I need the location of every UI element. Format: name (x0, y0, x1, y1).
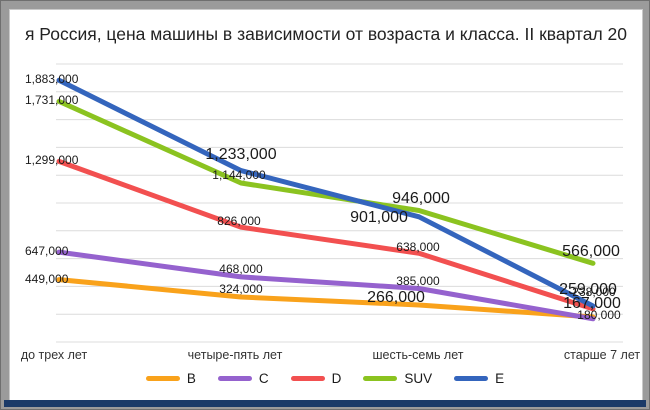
taskbar-strip (4, 400, 646, 407)
legend-swatch-C (217, 376, 252, 381)
legend-label: SUV (404, 371, 433, 386)
chart-canvas: я Россия, цена машины в зависимости от в… (9, 9, 643, 402)
legend-label: C (258, 371, 269, 386)
legend-label: D (331, 371, 342, 386)
chart-legend: B C D SUV E (1, 371, 649, 386)
legend-item-C: C (217, 371, 269, 386)
legend-item-B: B (145, 371, 196, 386)
legend-swatch-B (145, 376, 180, 381)
legend-item-D: D (290, 371, 342, 386)
chart-title: я Россия, цена машины в зависимости от в… (24, 24, 628, 44)
legend-swatch-SUV (363, 376, 398, 381)
legend-label: E (495, 371, 505, 386)
legend-item-E: E (454, 371, 504, 386)
legend-swatch-E (454, 376, 489, 381)
legend-swatch-D (290, 376, 325, 381)
legend-item-SUV: SUV (363, 371, 432, 386)
legend-label: B (186, 371, 196, 386)
